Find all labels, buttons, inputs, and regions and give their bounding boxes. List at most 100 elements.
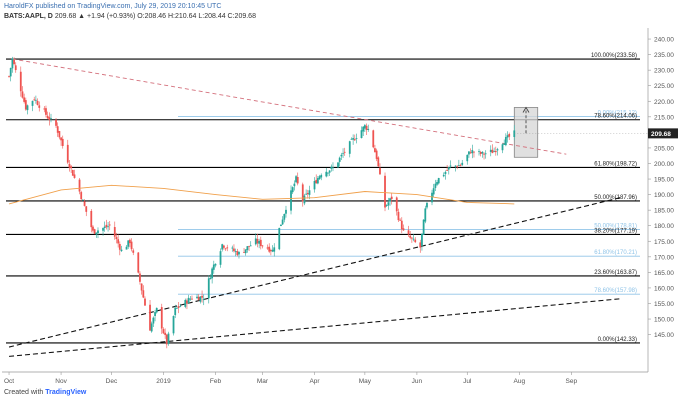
candle-body [201, 295, 203, 298]
y-tick-label: 225.00 [654, 83, 674, 90]
x-tick-label: Oct [4, 378, 14, 385]
candle-body [296, 177, 299, 184]
candle-body [85, 206, 88, 212]
candle-body [269, 250, 272, 252]
candle-body [266, 247, 269, 249]
candle-body [365, 125, 368, 130]
candle-body [254, 238, 257, 245]
candle-body [399, 219, 402, 221]
y-tick-label: 215.00 [654, 114, 674, 121]
tradingview-logo-text[interactable]: TradingView [45, 389, 87, 396]
candle-body [273, 247, 276, 252]
candle-body [107, 226, 109, 228]
candle-body [108, 224, 111, 226]
candle-body [167, 333, 170, 344]
candle-body [36, 100, 39, 105]
candle-body [407, 230, 410, 235]
candle-body [479, 152, 482, 154]
candle-body [496, 149, 499, 151]
candle-body [71, 170, 74, 176]
candle-body [43, 108, 46, 110]
candle-body [303, 195, 306, 204]
candle-body [152, 317, 155, 324]
candle-body [459, 165, 462, 166]
candle-body [207, 278, 210, 299]
candle-body [102, 228, 104, 231]
candle-body [93, 229, 96, 234]
fib-level-light-label: 61.80%(170.21) [594, 250, 637, 256]
candle-body [395, 197, 398, 212]
candle-body [233, 248, 235, 252]
candle-body [432, 188, 435, 195]
candle-body [128, 239, 131, 244]
y-tick-label: 190.00 [654, 192, 674, 199]
candle-body [187, 297, 190, 304]
x-tick-label: May [359, 378, 372, 385]
candle-body [306, 193, 309, 195]
candle-body [508, 133, 511, 137]
candle-body [397, 211, 400, 221]
candle-body [328, 170, 331, 173]
candle-body [409, 235, 412, 238]
candle-body [184, 299, 187, 307]
candle-body [478, 151, 480, 152]
x-tick-label: Nov [55, 378, 67, 385]
candle-body [189, 298, 192, 300]
candle-body [353, 139, 356, 141]
candle-body [21, 91, 24, 98]
candle-body [211, 268, 214, 279]
candle-body [97, 230, 99, 234]
candle-body [191, 298, 193, 300]
candle-body [24, 100, 27, 110]
candle-body [457, 165, 460, 167]
candle-body [446, 170, 449, 171]
candle-body [469, 152, 472, 154]
candle-body [340, 154, 343, 157]
candle-body [196, 296, 198, 299]
candle-body [214, 263, 217, 266]
candle-body [50, 118, 52, 119]
candle-body [231, 247, 234, 249]
candle-body [421, 233, 423, 246]
candle-body [473, 151, 475, 153]
candle-body [385, 205, 388, 206]
candle-body [130, 241, 133, 250]
fib-level-label: 0.00%(142.33) [598, 337, 637, 343]
candle-body [355, 138, 358, 139]
ohlc-readout: 209.68 ▲ +1.94 (+0.93%) O:208.46 H:210.6… [54, 13, 256, 20]
fib-level-label: 61.80%(198.72) [594, 161, 637, 167]
candle-body [164, 332, 167, 335]
candle-body [281, 219, 284, 225]
candle-body [34, 99, 37, 101]
candle-body [387, 202, 390, 206]
candle-body [332, 167, 334, 169]
chart-header: HaroldFX published on TradingView.com, J… [4, 2, 256, 22]
candle-body [73, 174, 76, 178]
candle-body [327, 172, 329, 174]
candle-body [491, 149, 494, 154]
candle-body [165, 334, 168, 345]
candle-body [248, 245, 250, 247]
chart-footer: Created with TradingView [4, 389, 86, 396]
publisher-line: HaroldFX published on TradingView.com, J… [4, 3, 222, 10]
candle-body [471, 150, 474, 154]
y-tick-label: 195.00 [654, 177, 674, 184]
candle-body [414, 239, 417, 243]
candle-body [238, 252, 240, 255]
candle-body [179, 306, 182, 308]
y-tick-label: 150.00 [654, 317, 674, 324]
fib-level-light-label: 78.60%(157.98) [594, 288, 637, 294]
candle-body [115, 237, 118, 240]
candle-body [150, 323, 153, 332]
candle-body [436, 182, 438, 185]
candle-body [422, 219, 425, 235]
candle-body [424, 208, 427, 222]
candle-body [342, 153, 344, 155]
trendline-support-2 [8, 298, 621, 357]
candle-body [249, 245, 252, 247]
candle-body [9, 68, 12, 77]
candle-body [466, 154, 469, 162]
candle-body [501, 144, 504, 151]
candle-body [320, 174, 323, 178]
candle-body [80, 192, 83, 200]
